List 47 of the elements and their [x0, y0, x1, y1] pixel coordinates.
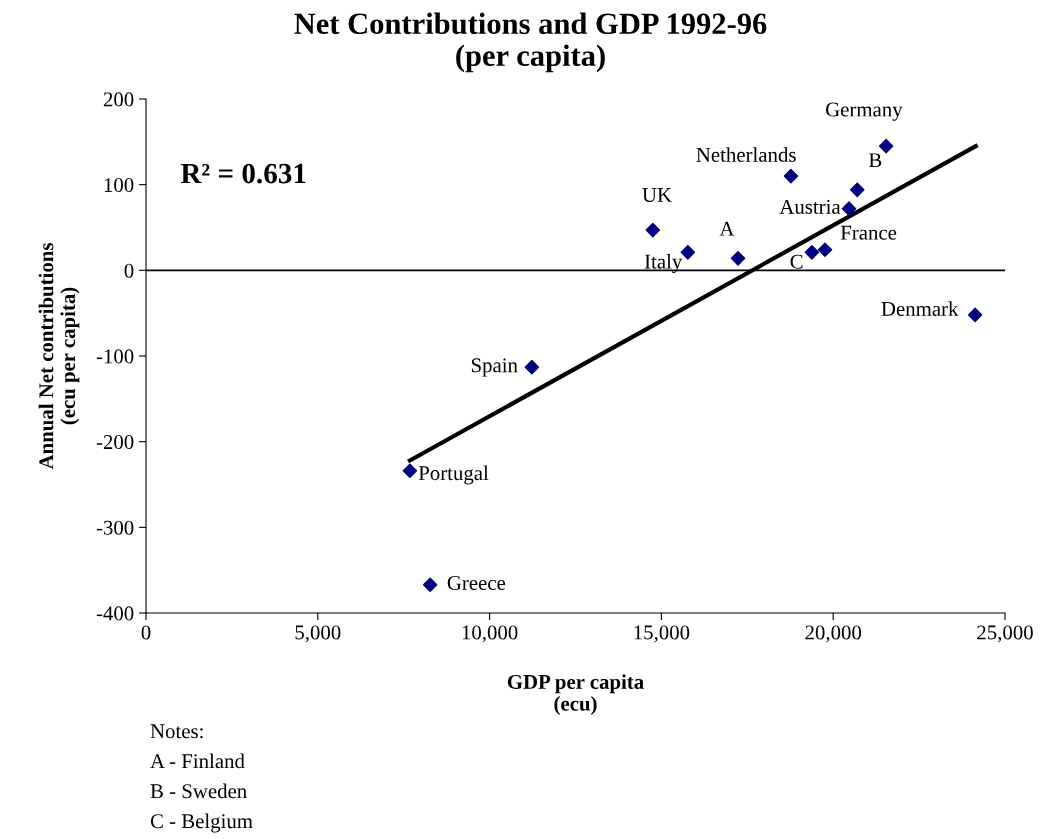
- x-axis-title: GDP per capita (ecu): [507, 674, 644, 715]
- y-tick-label: 100: [104, 178, 134, 193]
- point: [804, 245, 820, 260]
- x-tick-label: 25,000: [977, 625, 1033, 643]
- point: [524, 359, 540, 375]
- point: [422, 577, 438, 593]
- y-tick-label: -300: [96, 520, 134, 535]
- annotation: UK: [642, 188, 672, 202]
- point: [402, 463, 418, 479]
- point: [680, 245, 696, 260]
- point: [878, 138, 894, 154]
- annotation: R² = 0.631: [180, 163, 306, 184]
- point: [841, 201, 857, 216]
- text: C - Belgium: [150, 813, 253, 833]
- point: [849, 182, 865, 198]
- annotation: Italy: [644, 253, 683, 273]
- point: [783, 168, 799, 184]
- point: [730, 251, 746, 266]
- annotation: Germany: [825, 102, 903, 121]
- annotation: Greece: [447, 575, 506, 590]
- point: [645, 222, 661, 238]
- annotation: Denmark: [881, 301, 959, 316]
- annotation: C: [790, 254, 803, 269]
- annotation: Spain: [471, 358, 518, 377]
- y-tick-label: -100: [96, 349, 134, 364]
- point: [967, 307, 983, 323]
- x-tick-label: 5,000: [295, 625, 341, 643]
- annotation: Portugal: [418, 465, 489, 485]
- point: [817, 242, 833, 258]
- x-tick-label: 10,000: [462, 625, 518, 643]
- y-axis-title: Annual Net contributions (ecu per capita): [38, 243, 80, 470]
- y-tick-label: -200: [96, 435, 134, 450]
- x-tick-label: 0: [141, 625, 151, 640]
- chart-title: Net Contributions and GDP 1992-96 (per capita): [294, 12, 767, 73]
- annotation: A: [719, 221, 735, 236]
- x-tick-label: 15,000: [634, 625, 690, 643]
- y-tick-label: -400: [96, 606, 134, 621]
- text: Notes:: [150, 724, 203, 739]
- annotation: Austria: [779, 199, 841, 214]
- text: A - Finland: [150, 753, 245, 769]
- text: B - Sweden: [150, 783, 247, 799]
- annotation: France: [840, 225, 897, 240]
- annotation: B: [868, 153, 882, 168]
- y-tick-label: 0: [124, 263, 134, 278]
- annotation: Netherlands: [696, 147, 796, 162]
- y-tick-label: 200: [103, 92, 134, 107]
- x-tick-label: 20,000: [805, 625, 862, 643]
